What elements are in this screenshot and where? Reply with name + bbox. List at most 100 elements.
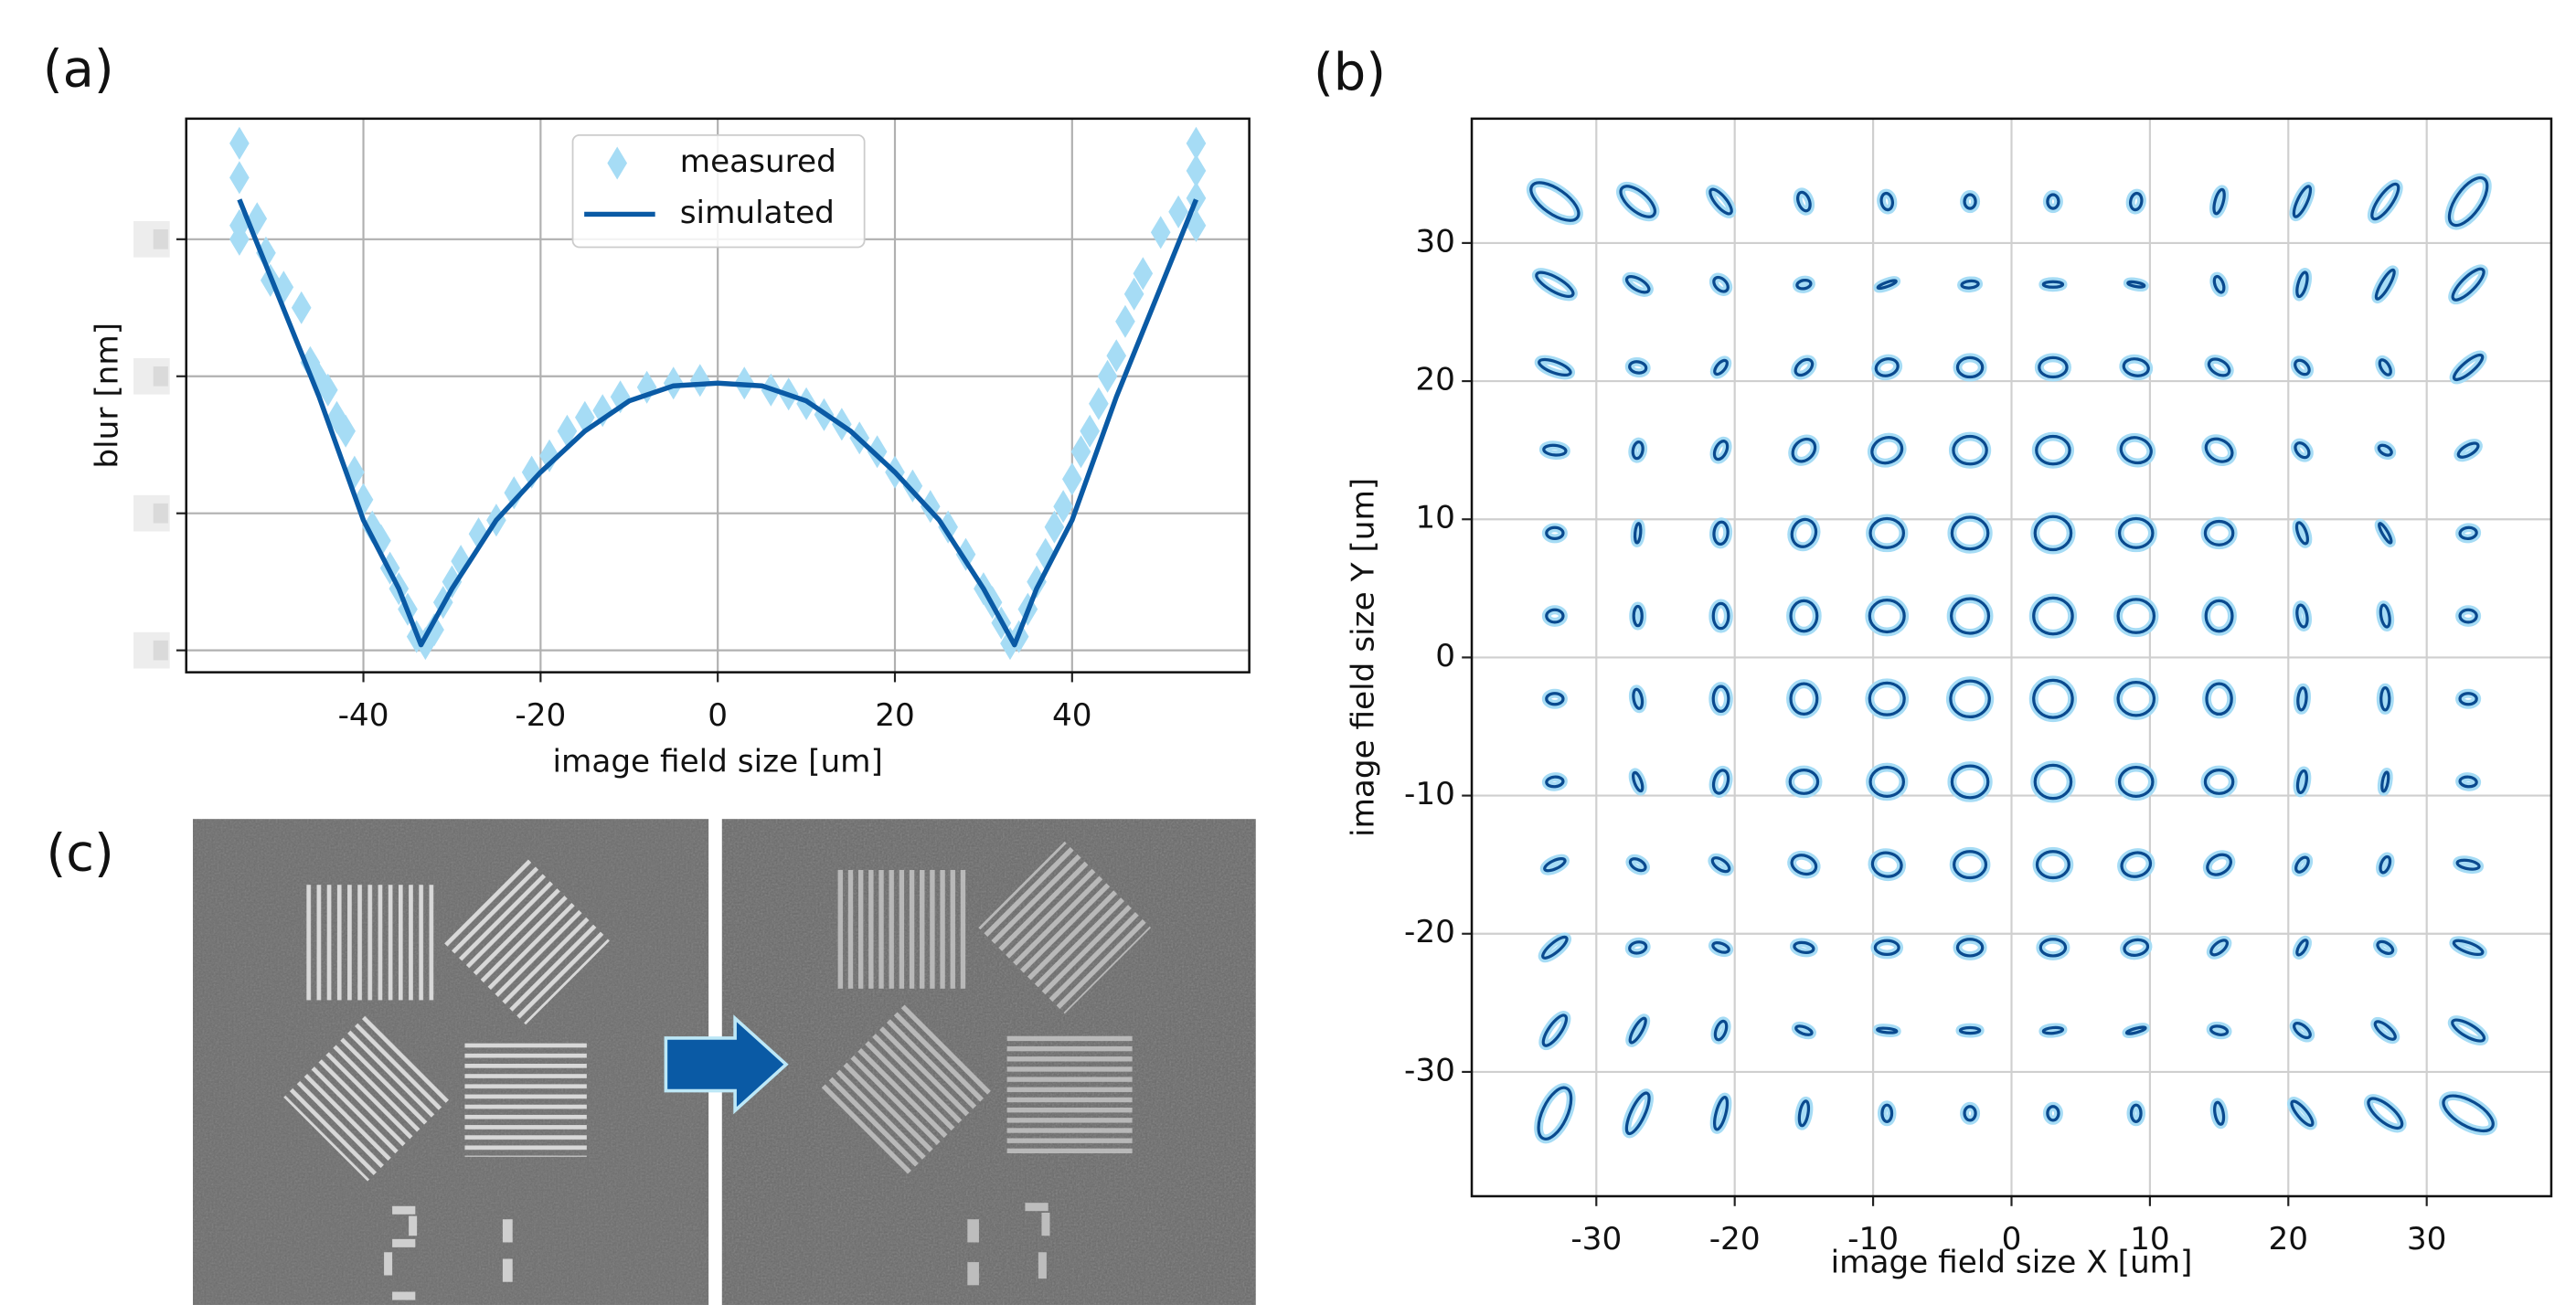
ellipse [1797,1099,1811,1128]
ellipse [1955,355,1985,379]
ellipse [2116,598,2156,634]
ellipse [2456,441,2480,459]
ellipse [2294,521,2310,546]
ellipse [2294,358,2311,377]
ellipse [1631,440,1645,461]
data-marks [1526,173,2498,1144]
ellipse [1793,940,1815,955]
ellipse [2032,596,2074,636]
ellipse [1545,608,1565,624]
measured-point [1053,490,1073,524]
ellipse [2205,682,2233,716]
ellipse [1624,275,1651,294]
ellipse [1710,856,1731,874]
ellipse [2442,1094,2495,1133]
ellipse [2451,1018,2486,1043]
x-tick-label: -20 [515,697,566,734]
ellipse [2377,443,2393,457]
ellipse [1541,935,1569,960]
ellipse [2207,357,2231,377]
ellipse [1950,515,1990,551]
ellipse [2122,357,2150,377]
ellipse [2117,516,2155,549]
ellipse [2452,939,2485,957]
ellipse [2379,854,2392,875]
image-panel [192,819,1256,1305]
ellipse [1960,279,1980,290]
ellipse [2128,191,2144,212]
ellipse [2035,434,2071,466]
ellipse [1874,357,1900,377]
plot-frame [185,117,1251,674]
ellipse [2129,1103,2143,1123]
ellipse [2455,858,2481,871]
measured-point [424,613,444,647]
digits [967,1203,1050,1286]
ellipse [1873,939,1900,957]
measured-point [291,291,312,324]
line-pattern [1006,1034,1133,1154]
y-tick-label: 0 [1435,638,1455,674]
ellipse [1955,938,1985,958]
plot-frame [1470,117,2553,1198]
ellipse [2035,850,2070,880]
panel-label: (a) [43,39,114,99]
measured-point [575,400,595,434]
ellipse [1963,1105,1977,1122]
ellipse [2451,267,2486,302]
ellipse [1790,517,1818,548]
measured-point [689,364,710,398]
ellipse [1952,434,1988,466]
ellipse [2295,939,2309,957]
ellipse [2046,193,2060,210]
ellipse [2295,603,2309,629]
ellipse [1535,271,1575,298]
measured-point [1070,435,1091,469]
ellipse [2458,775,2478,789]
ellipse [1789,599,1819,633]
blurred-tick-label [153,228,168,249]
measured-point [335,414,356,448]
ellipse [2203,768,2235,795]
ellipse [2458,692,2478,706]
x-tick-label: 30 [2407,1221,2447,1257]
y-axis-label: image field size Y [um] [1345,478,1381,837]
x-tick-label: 0 [2002,1221,2022,1257]
ellipse [1879,191,1895,212]
blurred-tick-label [153,366,168,387]
ellipse [2295,271,2309,299]
ellipse [2046,1105,2060,1122]
arrow [664,1014,789,1115]
measured-point [1089,387,1109,420]
ellipse [2033,515,2073,552]
ellipse [2123,938,2150,957]
y-axis-label: blur [nm] [89,323,125,469]
y-tick-label: 10 [1415,500,1455,536]
ellipse [1712,1096,1730,1131]
ellipse [2126,280,2146,289]
axes: -40 -20 0 20 40 [133,117,1251,734]
ellipse [2458,608,2478,624]
ellipse [1876,1026,1899,1034]
ellipse [2290,1099,2315,1128]
line-pattern [978,841,1152,1014]
ellipse [1796,190,1812,213]
ellipse [1543,856,1567,873]
measured-point [1186,126,1207,160]
ellipse [2204,437,2234,463]
ellipse [1708,187,1733,216]
ellipse [1624,1091,1651,1136]
ellipse [1868,516,1906,549]
ellipse [2378,522,2393,545]
ellipse [2206,853,2232,876]
ellipse [1713,1019,1729,1042]
ellipse [2119,436,2153,465]
ellipse [2376,939,2395,955]
ellipse [2212,274,2226,294]
ellipse [1632,687,1645,710]
ellipse [1628,940,1648,955]
panel-label: (b) [1314,43,1386,102]
measured-point [229,161,250,195]
ellipse [2293,1022,2312,1040]
